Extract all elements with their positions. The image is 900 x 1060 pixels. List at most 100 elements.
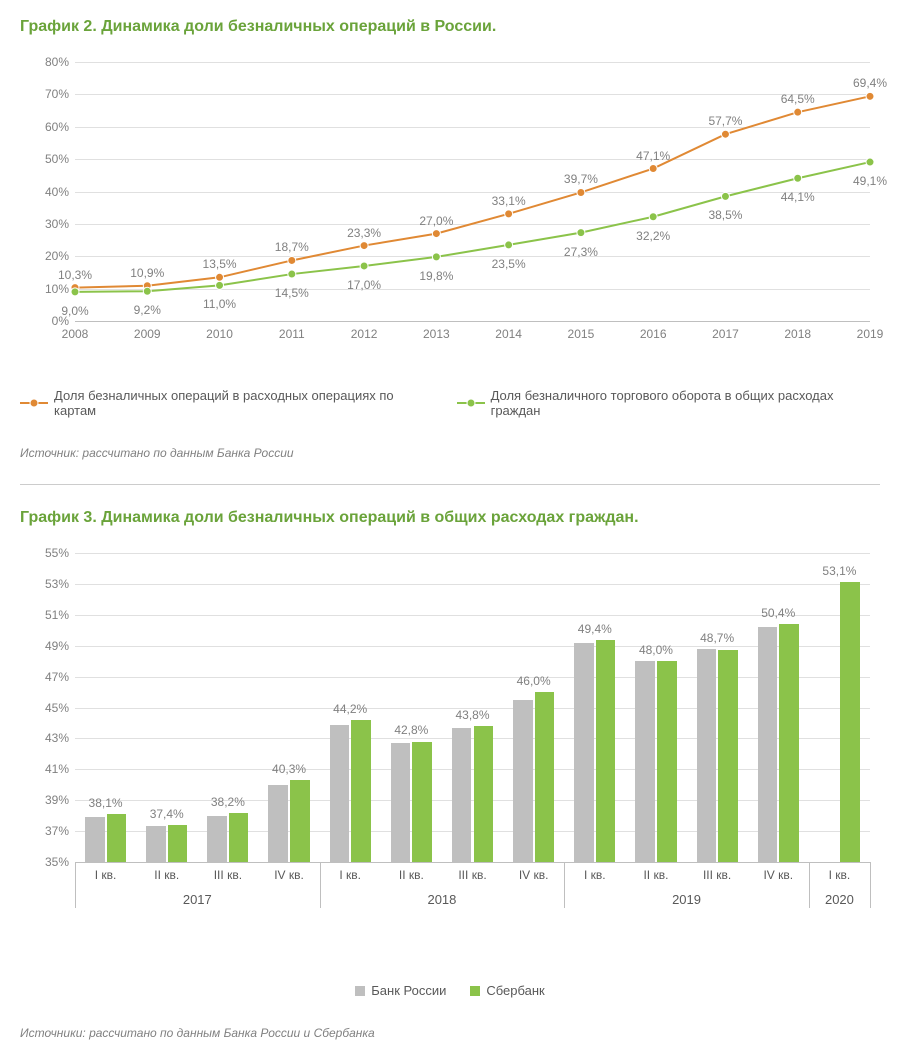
chart1-data-label: 11,0%: [203, 297, 236, 311]
chart1-data-label: 10,9%: [130, 266, 164, 280]
chart1-ytick: 60%: [45, 120, 69, 134]
chart2-bar: [268, 785, 288, 862]
chart2-xtick: III кв.: [458, 868, 486, 882]
chart1-xtick: 2010: [206, 327, 233, 341]
chart2-data-label: 43,8%: [455, 708, 489, 722]
chart2-bar: [574, 643, 594, 862]
chart1-ytick: 30%: [45, 217, 69, 231]
chart1-data-label: 19,8%: [419, 269, 453, 283]
chart2-bar: [474, 726, 494, 862]
chart1-data-label: 14,5%: [275, 286, 309, 300]
chart1-marker: [216, 273, 224, 281]
chart1-data-label: 9,2%: [134, 303, 161, 317]
chart1-marker: [360, 242, 368, 250]
legend-label: Банк России: [371, 983, 446, 998]
chart1-xtick: 2012: [351, 327, 378, 341]
chart2-data-label: 38,1%: [89, 796, 123, 810]
chart1-plot: 0%10%20%30%40%50%60%70%80%20082009201020…: [75, 62, 870, 322]
chart1-data-label: 23,3%: [347, 226, 381, 240]
chart2-ytick: 39%: [45, 793, 69, 807]
chart2-year-label: 2018: [427, 892, 456, 907]
chart1-data-label: 64,5%: [781, 92, 815, 106]
chart2-bar: [351, 720, 371, 862]
chart2-xtick: I кв.: [95, 868, 117, 882]
chart1-marker: [432, 253, 440, 261]
chart2-gridline: [75, 800, 870, 801]
chart2-title: График 3. Динамика доли безналичных опер…: [20, 509, 880, 527]
chart1-marker: [505, 210, 513, 218]
chart2-year-separator: [809, 862, 810, 908]
chart1-svg: [75, 62, 870, 321]
chart1-marker: [794, 108, 802, 116]
chart1-marker: [143, 287, 151, 295]
chart1-data-label: 23,5%: [492, 257, 526, 271]
chart2-xtick: IV кв.: [519, 868, 549, 882]
chart2-gridline: [75, 553, 870, 554]
chart2-bar: [391, 743, 411, 862]
chart2-data-label: 49,4%: [578, 622, 612, 636]
chart1-marker: [721, 192, 729, 200]
chart1-marker: [505, 241, 513, 249]
chart2-gridline: [75, 831, 870, 832]
chart1-line-0: [75, 96, 870, 287]
chart2-year-label: 2017: [183, 892, 212, 907]
chart2-bar: [697, 649, 717, 862]
chart2-data-label: 50,4%: [761, 606, 795, 620]
chart1-data-label: 69,4%: [853, 76, 887, 90]
chart1-xtick: 2017: [712, 327, 739, 341]
chart2-xtick: I кв.: [339, 868, 361, 882]
chart2-bar: [635, 661, 655, 862]
chart1-xtick: 2011: [279, 327, 305, 341]
chart2-gridline: [75, 646, 870, 647]
chart1-data-label: 49,1%: [853, 174, 887, 188]
chart1-data-label: 18,7%: [275, 240, 309, 254]
chart1-title: График 2. Динамика доли безналичных опер…: [20, 18, 880, 36]
chart2-ytick: 53%: [45, 577, 69, 591]
chart2-year-separator: [870, 862, 871, 908]
chart1-ytick: 70%: [45, 87, 69, 101]
chart2-gridline: [75, 738, 870, 739]
chart1-data-label: 39,7%: [564, 172, 598, 186]
chart2-ytick: 37%: [45, 824, 69, 838]
chart2-data-label: 48,7%: [700, 631, 734, 645]
chart2-data-label: 40,3%: [272, 762, 306, 776]
chart2-ytick: 49%: [45, 639, 69, 653]
chart1-ytick: 50%: [45, 152, 69, 166]
chart2-bar: [840, 582, 860, 862]
chart2-bar: [146, 826, 166, 862]
chart2-xtick: IV кв.: [274, 868, 304, 882]
chart1: 0%10%20%30%40%50%60%70%80%20082009201020…: [20, 52, 880, 352]
chart2-data-label: 44,2%: [333, 702, 367, 716]
chart1-ytick: 80%: [45, 55, 69, 69]
chart2-data-label: 37,4%: [150, 807, 184, 821]
chart1-marker: [288, 270, 296, 278]
chart1-ytick: 40%: [45, 185, 69, 199]
chart1-xtick: 2009: [134, 327, 161, 341]
divider: [20, 484, 880, 485]
chart2-year-separator: [75, 862, 76, 908]
chart2-ytick: 41%: [45, 762, 69, 776]
chart2-ytick: 35%: [45, 855, 69, 869]
chart1-xtick: 2015: [568, 327, 595, 341]
chart2-plot: 35%37%39%41%43%45%47%49%51%53%55%38,1%37…: [75, 553, 870, 863]
chart2-gridline: [75, 615, 870, 616]
chart1-marker: [432, 230, 440, 238]
chart1-marker: [577, 229, 585, 237]
chart1-marker: [649, 165, 657, 173]
chart1-data-label: 17,0%: [347, 278, 381, 292]
chart1-marker: [71, 288, 79, 296]
chart2-xtick: II кв.: [399, 868, 424, 882]
chart2-ytick: 55%: [45, 546, 69, 560]
chart2-year-label: 2019: [672, 892, 701, 907]
chart2-ytick: 47%: [45, 670, 69, 684]
chart2-data-label: 38,2%: [211, 795, 245, 809]
chart2: 35%37%39%41%43%45%47%49%51%53%55%38,1%37…: [20, 543, 880, 923]
chart1-ytick: 10%: [45, 282, 69, 296]
chart1-xtick: 2014: [495, 327, 522, 341]
chart2-legend-item: Банк России: [355, 983, 446, 998]
chart2-bar: [758, 627, 778, 862]
chart1-line-1: [75, 162, 870, 292]
chart1-data-label: 57,7%: [708, 114, 742, 128]
chart1-marker: [288, 256, 296, 264]
chart1-xtick: 2008: [62, 327, 89, 341]
